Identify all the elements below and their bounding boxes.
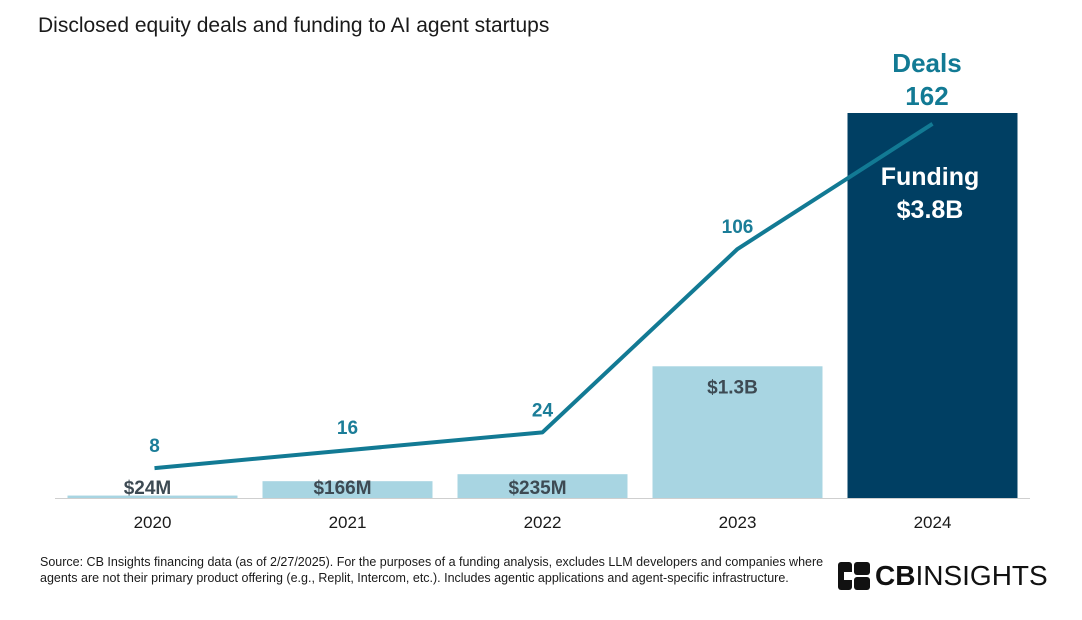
callout-deals-value: 162 (905, 81, 948, 111)
line-layer (154, 122, 934, 471)
callout-funding-title: Funding (881, 163, 980, 191)
x-tick-label-2020: 2020 (134, 513, 172, 532)
cb-insights-logo: CBINSIGHTS (838, 560, 1048, 592)
deals-label-2023: 106 (722, 217, 754, 238)
logo-text-regular: INSIGHTS (915, 560, 1048, 591)
cb-insights-logo-icon (838, 562, 870, 590)
funding-bar-2022 (457, 474, 628, 498)
deals-label-2020: 8 (149, 436, 160, 457)
source-footnote: Source: CB Insights financing data (as o… (40, 555, 824, 585)
funding-label-2023: $1.3B (707, 377, 758, 398)
funding-bar-2023 (652, 366, 823, 498)
logo-text-bold: CB (875, 560, 916, 591)
x-tick-label-2024: 2024 (914, 513, 952, 532)
funding-bar-2024 (847, 113, 1018, 498)
callout-funding-value: $3.8B (897, 196, 964, 224)
labels-layer: 2020 $24M 2021 $166M 2022 $235M 2023 $1.3B 2024 8… (124, 217, 952, 532)
funding-label-2020: $24M (124, 478, 172, 499)
chart-plot: 2020 $24M 2021 $166M 2022 $235M 2023 $1.3B 2024 8… (55, 48, 1030, 532)
callout-deals-title: Deals (892, 48, 961, 78)
deals-label-2022: 24 (532, 400, 554, 421)
funding-label-2022: $235M (508, 478, 566, 499)
funding-label-2021: $166M (313, 478, 371, 499)
x-tick-label-2023: 2023 (719, 513, 757, 532)
x-tick-label-2022: 2022 (524, 513, 562, 532)
deals-label-2021: 16 (337, 418, 358, 439)
x-tick-label-2021: 2021 (329, 513, 367, 532)
chart-title: Disclosed equity deals and funding to AI… (38, 14, 550, 37)
funding-bar-2021 (262, 481, 433, 498)
logo-text: CBINSIGHTS (875, 560, 1048, 592)
bars-layer (67, 113, 1018, 498)
funding-bar-2020 (67, 495, 238, 498)
deals-line (154, 122, 934, 471)
